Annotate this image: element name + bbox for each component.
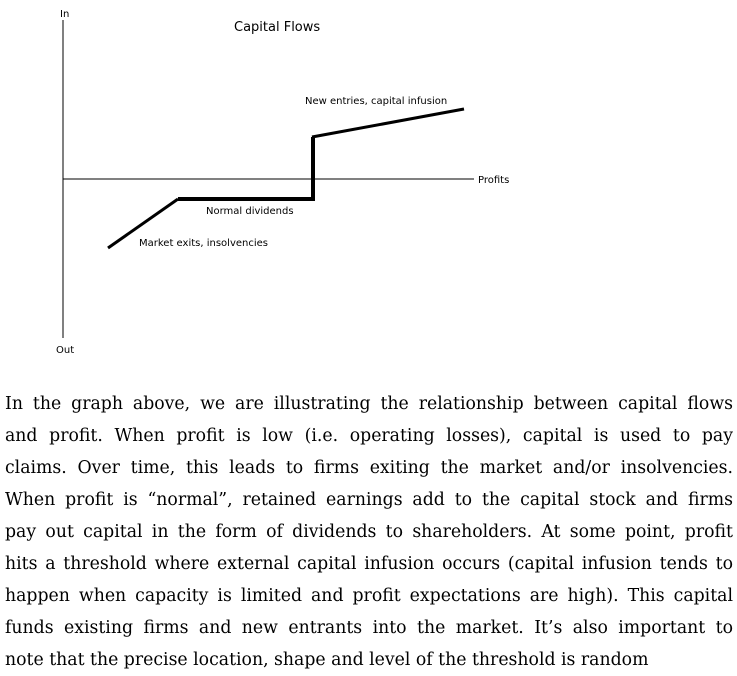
x-axis-label: Profits (478, 175, 509, 186)
market-exits-label: Market exits, insolvencies (139, 238, 268, 249)
normal-dividends-label: Normal dividends (206, 206, 294, 217)
capital-flows-diagram: In Out Profits Capital Flows Market exit… (56, 9, 509, 356)
explanation-paragraph: In the graph above, we are illustrating … (5, 388, 733, 676)
new-entries-segment (311, 107, 465, 139)
paragraph-line: pay out capital in the form of dividends… (5, 522, 733, 542)
market-exits-segment (107, 197, 179, 250)
new-entries-label: New entries, capital infusion (305, 96, 447, 107)
paragraph-line: funds existing firms and new entrants in… (5, 618, 733, 638)
paragraph-line: note that the precise location, shape an… (5, 650, 649, 670)
paragraph-line: claims. Over time, this leads to firms e… (5, 458, 733, 478)
y-axis-top-label: In (60, 9, 69, 20)
paragraph-line: When profit is “normal”, retained earnin… (5, 490, 733, 510)
paragraph-line: and profit. When profit is low (i.e. ope… (5, 426, 733, 446)
paragraph-line: hits a threshold where external capital … (5, 554, 733, 574)
diagram-title: Capital Flows (234, 20, 320, 35)
paragraph-line: In the graph above, we are illustrating … (5, 394, 733, 414)
y-axis-bottom-label: Out (56, 345, 74, 356)
paragraph-line: happen when capacity is limited and prof… (5, 586, 733, 606)
